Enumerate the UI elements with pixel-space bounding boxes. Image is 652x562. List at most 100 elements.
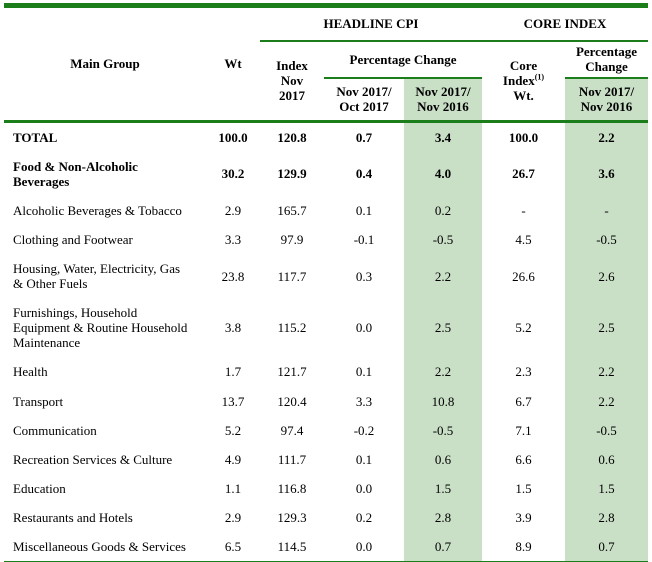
headline-mom-change-value: 0.7 — [355, 129, 373, 145]
headline-cpi-group-header: HEADLINE CPI — [260, 5, 482, 42]
index-nov-2017-column-header: Index Nov 2017 — [276, 57, 308, 104]
table-row: Clothing and Footwear 3.3 97.9 -0.1 -0.5… — [4, 224, 648, 255]
core-index-wt-value: 5.2 — [515, 320, 532, 336]
headline-yoy-change-value: 2.2 — [404, 357, 482, 387]
core-index-wt-value: 1.5 — [515, 480, 532, 496]
table-body: TOTAL 100.0 120.8 0.7 3.4 100.0 2.2 Food… — [4, 121, 648, 562]
headline-mom-change-value: -0.1 — [353, 231, 375, 247]
core-yoy-change-value: 0.6 — [565, 444, 648, 474]
core-yoy-change-value: 2.2 — [565, 386, 648, 416]
table-row: Health 1.7 121.7 0.1 2.2 2.3 2.2 — [4, 357, 648, 387]
headline-yoy-change-value: 3.4 — [404, 121, 482, 152]
headline-mom-change-column-header: Nov 2017/ Oct 2017 — [336, 83, 392, 115]
core-yoy-change-value: 3.6 — [565, 151, 648, 196]
table-row: Food & Non-Alcoholic Beverages 30.2 129.… — [4, 151, 648, 196]
core-index-wt-value: 26.6 — [512, 268, 535, 284]
core-index-wt-value: 100.0 — [508, 129, 539, 145]
wt-value: 2.9 — [224, 202, 242, 218]
index-nov-2017-value: 165.7 — [277, 202, 307, 218]
wt-column-header: Wt — [224, 56, 242, 72]
wt-value: 6.5 — [224, 538, 242, 554]
main-group-label: Food & Non-Alcoholic Beverages — [13, 158, 138, 189]
core-index-wt-value: 7.1 — [515, 422, 532, 438]
core-index-wt-value: 4.5 — [515, 231, 532, 247]
main-group-label: Transport — [13, 393, 64, 409]
wt-value: 2.9 — [224, 509, 242, 525]
core-index-wt-value: 6.6 — [515, 451, 532, 467]
wt-value: 4.9 — [224, 451, 242, 467]
index-nov-2017-value: 117.7 — [277, 268, 307, 284]
table-row: Housing, Water, Electricity, Gas & Other… — [4, 254, 648, 299]
core-yoy-change-value: -0.5 — [565, 415, 648, 445]
table-row: Alcoholic Beverages & Tobacco 2.9 165.7 … — [4, 195, 648, 225]
main-group-column-header: Main Group — [70, 56, 140, 72]
core-index-wt-value: 26.7 — [512, 166, 535, 182]
table-row: Miscellaneous Goods & Services 6.5 114.5… — [4, 531, 648, 562]
table-row: Restaurants and Hotels 2.9 129.3 0.2 2.8… — [4, 502, 648, 532]
core-index-wt-value: 6.7 — [515, 393, 532, 409]
headline-yoy-change-value: 2.2 — [404, 254, 482, 299]
core-yoy-change-value: 2.5 — [565, 298, 648, 358]
headline-yoy-change-value: -0.5 — [404, 415, 482, 445]
headline-yoy-change-value: 1.5 — [404, 473, 482, 503]
core-index-group-header: CORE INDEX — [482, 5, 648, 42]
core-index-wt-column-header: Core Index(1) Wt. — [482, 41, 565, 121]
index-nov-2017-value: 129.3 — [277, 509, 307, 525]
headline-yoy-change-value: 10.8 — [404, 386, 482, 416]
core-yoy-change-value: 2.2 — [565, 357, 648, 387]
wt-value: 3.3 — [224, 231, 242, 247]
core-index-wt-value: 2.3 — [515, 364, 532, 380]
core-yoy-change-value: 2.8 — [565, 502, 648, 532]
core-index-wt-value: - — [521, 202, 526, 218]
core-index-wt-value: 3.9 — [515, 509, 532, 525]
wt-value: 100.0 — [218, 129, 248, 145]
headline-mom-change-value: 0.1 — [355, 202, 373, 218]
index-nov-2017-value: 129.9 — [277, 166, 307, 182]
cpi-table: Main Group Wt HEADLINE CPI CORE INDEX In… — [4, 3, 648, 562]
headline-yoy-change-value: 4.0 — [404, 151, 482, 196]
headline-mom-change-value: 0.2 — [355, 509, 373, 525]
index-nov-2017-value: 120.8 — [277, 129, 307, 145]
core-yoy-change-value: 0.7 — [565, 531, 648, 562]
wt-value: 30.2 — [221, 166, 245, 182]
headline-mom-change-value: 0.0 — [355, 538, 373, 554]
footnote-marker: (1) — [534, 72, 545, 82]
wt-value: 23.8 — [221, 268, 245, 284]
core-yoy-change-value: - — [565, 195, 648, 225]
index-nov-2017-value: 97.4 — [280, 422, 304, 438]
core-pct-change-header: Percentage Change — [565, 41, 648, 79]
headline-yoy-change-value: 2.5 — [404, 298, 482, 358]
headline-yoy-change-value: 2.8 — [404, 502, 482, 532]
core-yoy-change-value: 1.5 — [565, 473, 648, 503]
main-group-label: Restaurants and Hotels — [13, 509, 133, 525]
core-yoy-change-value: 2.6 — [565, 254, 648, 299]
table-row: Transport 13.7 120.4 3.3 10.8 6.7 2.2 — [4, 386, 648, 416]
headline-mom-change-value: 0.4 — [355, 166, 373, 182]
index-nov-2017-value: 97.9 — [280, 231, 304, 247]
headline-mom-change-value: -0.2 — [353, 422, 375, 438]
main-group-label: Miscellaneous Goods & Services — [13, 538, 186, 554]
main-group-label: Recreation Services & Culture — [13, 451, 173, 467]
core-index-wt-value: 8.9 — [515, 538, 532, 554]
headline-pct-change-header: Percentage Change — [324, 41, 482, 79]
headline-mom-change-value: 0.1 — [355, 364, 373, 380]
headline-mom-change-value: 0.1 — [355, 451, 373, 467]
wt-value: 5.2 — [224, 422, 242, 438]
index-nov-2017-value: 114.5 — [277, 538, 307, 554]
wt-value: 1.7 — [224, 364, 242, 380]
headline-mom-change-value: 0.0 — [355, 480, 373, 496]
table-header: Main Group Wt HEADLINE CPI CORE INDEX In… — [4, 5, 648, 122]
index-nov-2017-value: 120.4 — [277, 393, 307, 409]
headline-yoy-change-column-header: Nov 2017/ Nov 2016 — [404, 77, 482, 122]
index-nov-2017-value: 116.8 — [277, 480, 307, 496]
core-yoy-change-column-header: Nov 2017/ Nov 2016 — [565, 77, 648, 122]
core-wt-text: Wt. — [513, 88, 534, 104]
headline-yoy-change-value: 0.7 — [404, 531, 482, 562]
wt-value: 1.1 — [224, 480, 242, 496]
main-group-label: Alcoholic Beverages & Tobacco — [13, 202, 182, 218]
core-wt-text: Core — [509, 57, 538, 73]
wt-value: 13.7 — [221, 393, 245, 409]
headline-mom-change-value: 0.0 — [355, 320, 373, 336]
wt-value: 3.8 — [224, 320, 242, 336]
